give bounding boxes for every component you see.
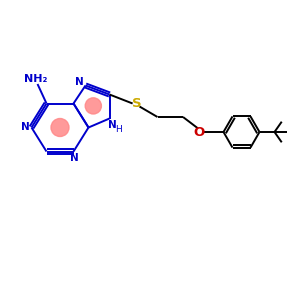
Text: O: O bbox=[194, 125, 205, 139]
Text: NH₂: NH₂ bbox=[24, 74, 48, 84]
Text: N: N bbox=[108, 120, 117, 130]
Text: N: N bbox=[20, 122, 29, 133]
Text: H: H bbox=[115, 125, 122, 134]
Text: N: N bbox=[70, 153, 79, 163]
Circle shape bbox=[85, 98, 101, 114]
Text: N: N bbox=[74, 77, 83, 87]
Text: S: S bbox=[132, 97, 141, 110]
Circle shape bbox=[51, 118, 69, 136]
